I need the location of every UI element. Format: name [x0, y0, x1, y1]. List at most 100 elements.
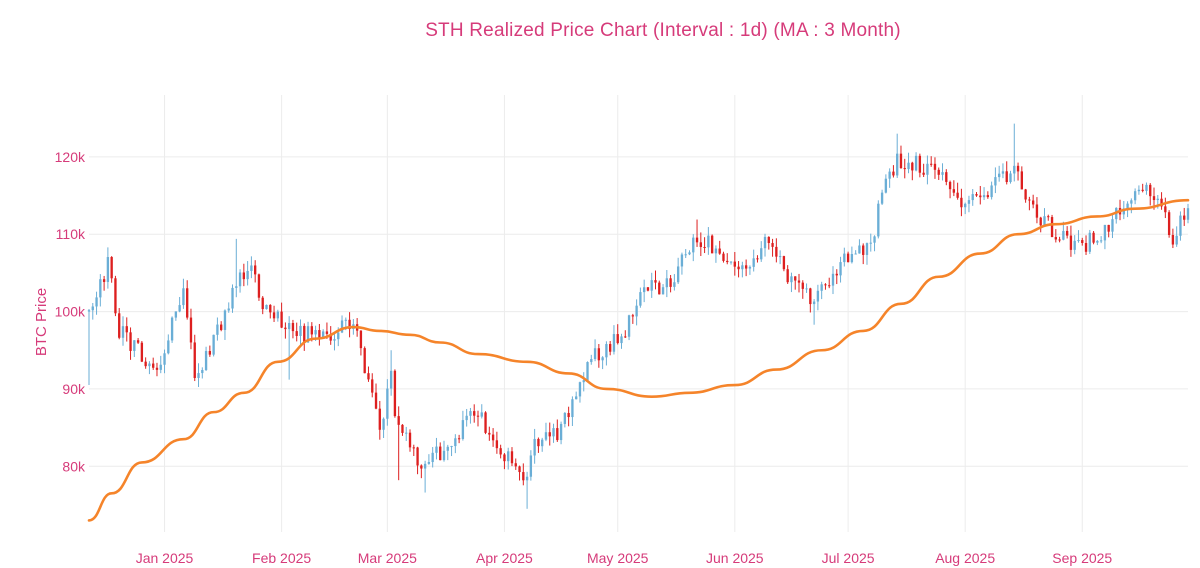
candle-body — [529, 455, 533, 477]
candle-down — [295, 322, 298, 342]
candle-body — [816, 290, 820, 302]
candle-body — [491, 434, 495, 441]
candle-body — [665, 278, 668, 288]
candle-body — [805, 288, 808, 290]
candle-body — [1126, 203, 1129, 209]
candle-body — [461, 420, 465, 439]
candle-body — [933, 163, 937, 170]
candle-body — [601, 357, 604, 361]
candle-body — [503, 454, 506, 462]
candle-body — [763, 236, 767, 249]
candle-body — [1081, 240, 1084, 244]
candle-down — [261, 296, 264, 315]
candle-up — [820, 281, 823, 300]
candle-body — [246, 270, 249, 280]
candle-up — [238, 269, 242, 293]
candle-body — [650, 280, 653, 291]
y-tick-label: 100k — [55, 304, 86, 320]
candle-down — [948, 180, 952, 199]
candle-body — [782, 256, 786, 270]
candle-body — [1141, 189, 1144, 191]
candle-body — [1031, 200, 1035, 205]
candle-body — [110, 257, 113, 279]
candle-body — [1122, 208, 1125, 215]
candle-down — [439, 442, 442, 461]
candle-body — [1133, 191, 1137, 201]
moving-average-series — [87, 198, 1190, 522]
candle-down — [363, 346, 366, 374]
candle-body — [178, 305, 181, 312]
candle-body — [446, 446, 449, 451]
candle-up — [926, 155, 929, 185]
candle-body — [1164, 206, 1167, 213]
candle-body — [737, 266, 740, 270]
candle-down — [1107, 224, 1110, 238]
candle-up — [692, 234, 695, 262]
candle-body — [559, 423, 563, 441]
candle-body — [888, 171, 891, 179]
candle-body — [635, 305, 638, 317]
candle-up — [873, 235, 876, 252]
candle-body — [367, 373, 370, 380]
candle-up — [544, 422, 548, 442]
candle-body — [167, 340, 170, 354]
candle-body — [945, 172, 948, 182]
candle-body — [642, 287, 646, 293]
candle-up — [582, 372, 585, 392]
candle-body — [114, 278, 117, 314]
candle-down — [280, 302, 283, 329]
candle-body — [235, 286, 238, 288]
candle-body — [371, 379, 374, 393]
candle-body — [1145, 184, 1148, 191]
candle-body — [820, 284, 823, 291]
candle-down — [1084, 235, 1088, 255]
candle-down — [695, 219, 699, 247]
candle-up — [877, 200, 880, 239]
candle-up — [888, 168, 891, 188]
candle-body — [348, 319, 351, 330]
candle-body — [571, 399, 574, 418]
candle-up — [1115, 207, 1118, 224]
candle-body — [695, 237, 699, 243]
candle-up — [287, 316, 291, 380]
candle-body — [710, 235, 714, 254]
candle-body — [499, 448, 502, 455]
candle-down — [703, 237, 706, 254]
candle-down — [786, 265, 789, 284]
candle-body — [937, 169, 940, 175]
candle-body — [340, 320, 344, 333]
candle-body — [1050, 217, 1054, 238]
candle-body — [865, 243, 869, 255]
candle-down — [1171, 228, 1175, 249]
candle-up — [971, 189, 974, 206]
candle-body — [227, 308, 230, 311]
candle-body — [1013, 165, 1016, 174]
candle-up — [276, 309, 280, 322]
candle-down — [1005, 161, 1008, 185]
candle-body — [427, 462, 431, 464]
candle-down — [899, 145, 903, 169]
candle-body — [223, 310, 227, 330]
candle-body — [295, 331, 298, 336]
candle-down — [979, 185, 982, 205]
candle-up — [880, 189, 884, 205]
candle-down — [922, 163, 925, 178]
candle-down — [1149, 183, 1152, 206]
candle-body — [907, 162, 910, 170]
candle-body — [518, 466, 521, 473]
ma-line — [87, 198, 1190, 522]
candle-body — [87, 310, 91, 312]
candle-up — [896, 133, 899, 178]
candle-up — [1111, 213, 1114, 239]
candle-body — [220, 324, 223, 330]
candle-up — [159, 355, 162, 374]
candle-up — [427, 454, 431, 465]
candle-body — [828, 285, 831, 287]
candle-down — [420, 464, 423, 479]
candle-up — [707, 227, 710, 255]
candle-body — [95, 297, 98, 307]
candle-up — [382, 417, 385, 438]
candle-down — [960, 188, 963, 217]
candle-body — [967, 200, 971, 204]
